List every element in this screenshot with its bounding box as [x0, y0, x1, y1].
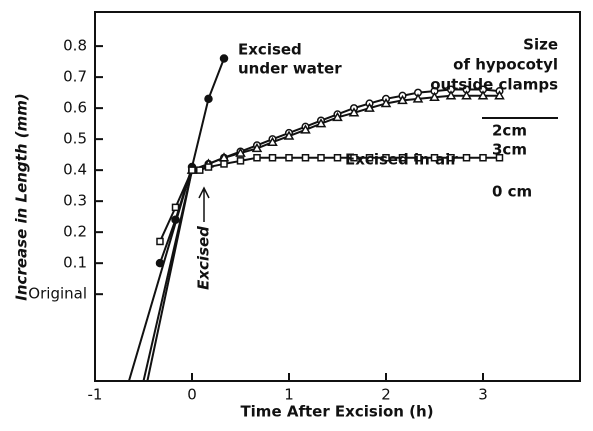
fit-line: [146, 169, 193, 381]
legend-title: Size: [523, 36, 558, 54]
marker: [447, 153, 455, 162]
y-tick-label: 0.6: [63, 99, 87, 117]
x-tick-label: 2: [381, 386, 391, 404]
marker: [364, 102, 375, 112]
series-label: 2cm: [492, 122, 527, 140]
marker: [348, 107, 360, 117]
marker: [350, 153, 358, 162]
y-tick-label: Original: [28, 285, 87, 303]
marker: [218, 152, 230, 162]
marker: [412, 93, 424, 103]
y-tick-label: 0.1: [63, 254, 87, 272]
marker: [430, 153, 439, 162]
marker: [414, 153, 422, 162]
marker: [445, 90, 457, 100]
marker: [495, 153, 504, 162]
legend-title: outside clamps: [430, 76, 558, 94]
y-tick-label: 0.8: [63, 37, 87, 55]
marker: [333, 153, 342, 162]
y-tick-label: 0.7: [63, 68, 87, 86]
x-tick-label: 1: [284, 386, 294, 404]
marker: [315, 118, 327, 128]
marker: [397, 94, 408, 105]
marker: [155, 258, 165, 268]
marker: [253, 153, 261, 162]
plot-frame: [94, 11, 581, 382]
x-tick-label: -1: [88, 386, 103, 404]
marker: [268, 153, 277, 162]
marker: [479, 153, 487, 162]
marker: [204, 163, 213, 171]
marker: [300, 124, 311, 134]
y-tick-label: 0.5: [63, 130, 87, 148]
arrow: [198, 186, 210, 222]
legend-title: of hypocotyl: [453, 56, 558, 74]
marker: [380, 97, 392, 108]
y-tick-label: 0.2: [63, 223, 87, 241]
x-axis-label: Time After Excision (h): [240, 403, 433, 421]
marker: [196, 166, 204, 174]
y-axis-label: Increase in Length (mm): [13, 93, 31, 300]
marker: [220, 160, 228, 168]
marker: [461, 90, 472, 100]
marker: [462, 153, 471, 162]
marker: [477, 90, 489, 100]
marker: [219, 54, 229, 63]
series-label: 0 cm: [492, 183, 532, 201]
marker: [365, 153, 374, 162]
marker: [301, 153, 310, 162]
marker: [188, 166, 196, 174]
series-label: 3cm: [492, 141, 527, 159]
annotation: Excised: [195, 226, 213, 290]
y-tick-label: 0.4: [63, 161, 87, 179]
marker: [283, 130, 295, 140]
y-tick-label: 0.3: [63, 192, 87, 210]
marker: [156, 237, 164, 246]
marker: [171, 203, 180, 212]
marker: [267, 136, 278, 146]
marker: [251, 142, 263, 153]
annotation: Excised in air: [345, 151, 458, 169]
marker: [382, 153, 390, 162]
marker: [285, 153, 293, 162]
annotation: Excised: [238, 41, 302, 59]
marker: [235, 147, 246, 157]
marker: [494, 90, 505, 100]
x-tick-label: 0: [187, 386, 197, 404]
marker: [398, 153, 407, 162]
x-tick-label: 3: [478, 386, 488, 404]
marker: [317, 153, 325, 162]
marker: [236, 157, 245, 165]
marker: [332, 111, 343, 122]
marker: [429, 91, 440, 102]
marker: [171, 215, 180, 225]
marker: [204, 94, 213, 104]
annotation: under water: [238, 60, 342, 78]
